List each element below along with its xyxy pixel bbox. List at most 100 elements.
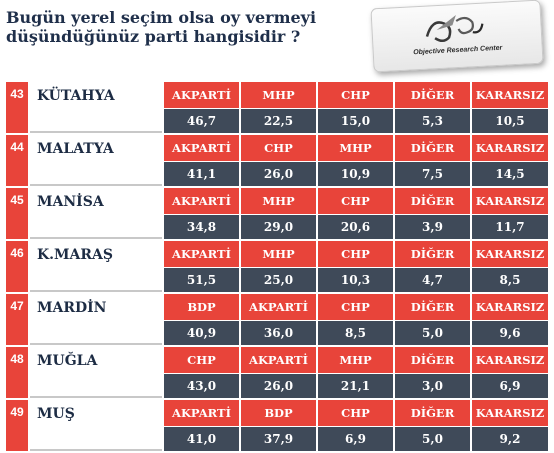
party-value: 26,0 <box>241 374 316 398</box>
party-label: CHP <box>241 135 316 161</box>
party-label-row: CHP AKPARTİ MHP DİĞER KARARSIZ <box>164 347 548 373</box>
party-label-row: AKPARTİ MHP CHP DİĞER KARARSIZ <box>164 82 548 108</box>
party-value: 14,5 <box>472 162 548 186</box>
party-value: 10,9 <box>318 162 393 186</box>
party-value: 3,0 <box>395 374 470 398</box>
party-label: CHP <box>164 347 239 373</box>
party-label: MHP <box>318 135 393 161</box>
party-value: 25,0 <box>241 268 316 292</box>
province-row: 46 K.MARAŞ AKPARTİ MHP CHP DİĞER KARARSIZ 51,5 2… <box>6 241 548 292</box>
party-value: 29,0 <box>241 215 316 239</box>
city-name: KÜTAHYA <box>30 82 162 133</box>
province-row: 47 MARDİN BDP AKPARTİ CHP DİĞER KARARSIZ 40,9 36… <box>6 294 548 345</box>
party-label: DİĞER <box>395 188 470 214</box>
orc-logo-icon <box>425 15 484 43</box>
party-value: 3,9 <box>395 215 470 239</box>
party-cells: BDP AKPARTİ CHP DİĞER KARARSIZ 40,9 36,0 8,5 5,0… <box>164 294 548 345</box>
party-value: 8,5 <box>472 268 548 292</box>
party-value: 43,0 <box>164 374 239 398</box>
city-name: K.MARAŞ <box>30 241 162 292</box>
party-label-row: AKPARTİ CHP MHP DİĞER KARARSIZ <box>164 135 548 161</box>
row-number: 45 <box>6 188 28 239</box>
party-label: AKPARTİ <box>164 400 239 426</box>
party-value: 5,3 <box>395 109 470 133</box>
party-value: 11,7 <box>472 215 548 239</box>
party-cells: CHP AKPARTİ MHP DİĞER KARARSIZ 43,0 26,0 21,1 3,… <box>164 347 548 398</box>
province-row: 43 KÜTAHYA AKPARTİ MHP CHP DİĞER KARARSIZ 46,7 2… <box>6 82 548 133</box>
party-value: 10,5 <box>472 109 548 133</box>
party-label: DİĞER <box>395 82 470 108</box>
party-value-row: 43,0 26,0 21,1 3,0 6,9 <box>164 374 548 398</box>
party-label-row: AKPARTİ MHP CHP DİĞER KARARSIZ <box>164 241 548 267</box>
party-value: 9,6 <box>472 321 548 345</box>
party-value: 9,2 <box>472 427 548 451</box>
party-label: CHP <box>318 400 393 426</box>
party-label-row: AKPARTİ BDP CHP DİĞER KARARSIZ <box>164 400 548 426</box>
row-number: 46 <box>6 241 28 292</box>
party-label: BDP <box>241 400 316 426</box>
row-number: 49 <box>6 400 28 451</box>
party-label: AKPARTİ <box>241 347 316 373</box>
party-label-row: BDP AKPARTİ CHP DİĞER KARARSIZ <box>164 294 548 320</box>
party-value-row: 41,0 37,9 6,9 5,0 9,2 <box>164 427 548 451</box>
province-row: 44 MALATYA AKPARTİ CHP MHP DİĞER KARARSIZ 41,1 2… <box>6 135 548 186</box>
party-value: 6,9 <box>318 427 393 451</box>
party-value: 6,9 <box>472 374 548 398</box>
logo-text: Objective Research Center <box>413 44 503 57</box>
party-value: 5,0 <box>395 427 470 451</box>
row-number: 47 <box>6 294 28 345</box>
party-value: 8,5 <box>318 321 393 345</box>
party-value-row: 40,9 36,0 8,5 5,0 9,6 <box>164 321 548 345</box>
row-number: 43 <box>6 82 28 133</box>
header: Bugün yerel seçim olsa oy vermeyi düşünd… <box>0 0 554 80</box>
party-value-row: 34,8 29,0 20,6 3,9 11,7 <box>164 215 548 239</box>
party-label: KARARSIZ <box>472 241 548 267</box>
party-value: 37,9 <box>241 427 316 451</box>
party-value: 22,5 <box>241 109 316 133</box>
party-label: KARARSIZ <box>472 347 548 373</box>
party-label: MHP <box>241 82 316 108</box>
province-row: 49 MUŞ AKPARTİ BDP CHP DİĞER KARARSIZ 41,0 37,9 6… <box>6 400 548 451</box>
party-label: DİĞER <box>395 241 470 267</box>
party-label: AKPARTİ <box>164 135 239 161</box>
party-value: 10,3 <box>318 268 393 292</box>
party-cells: AKPARTİ MHP CHP DİĞER KARARSIZ 46,7 22,5 15,0 5,… <box>164 82 548 133</box>
party-label: AKPARTİ <box>241 294 316 320</box>
party-label: AKPARTİ <box>164 241 239 267</box>
party-value: 15,0 <box>318 109 393 133</box>
party-label: AKPARTİ <box>164 82 239 108</box>
party-label: KARARSIZ <box>472 188 548 214</box>
logo: Objective Research Center <box>370 0 544 73</box>
party-value-row: 46,7 22,5 15,0 5,3 10,5 <box>164 109 548 133</box>
party-value: 36,0 <box>241 321 316 345</box>
party-cells: AKPARTİ CHP MHP DİĞER KARARSIZ 41,1 26,0 10,9 7,… <box>164 135 548 186</box>
party-value: 46,7 <box>164 109 239 133</box>
party-label-row: AKPARTİ MHP CHP DİĞER KARARSIZ <box>164 188 548 214</box>
province-row: 45 MANİSA AKPARTİ MHP CHP DİĞER KARARSIZ 34,8 29… <box>6 188 548 239</box>
party-label: CHP <box>318 82 393 108</box>
city-name: MARDİN <box>30 294 162 345</box>
party-cells: AKPARTİ MHP CHP DİĞER KARARSIZ 51,5 25,0 10,3 4,… <box>164 241 548 292</box>
party-label: MHP <box>318 347 393 373</box>
row-number: 44 <box>6 135 28 186</box>
party-label: AKPARTİ <box>164 188 239 214</box>
party-value-row: 51,5 25,0 10,3 4,7 8,5 <box>164 268 548 292</box>
party-label: BDP <box>164 294 239 320</box>
party-cells: AKPARTİ MHP CHP DİĞER KARARSIZ 34,8 29,0 20,6 3,… <box>164 188 548 239</box>
party-value: 4,7 <box>395 268 470 292</box>
party-value: 51,5 <box>164 268 239 292</box>
party-cells: AKPARTİ BDP CHP DİĞER KARARSIZ 41,0 37,9 6,9 5,0… <box>164 400 548 451</box>
party-value-row: 41,1 26,0 10,9 7,5 14,5 <box>164 162 548 186</box>
party-label: KARARSIZ <box>472 400 548 426</box>
party-value: 34,8 <box>164 215 239 239</box>
party-label: KARARSIZ <box>472 82 548 108</box>
province-row: 48 MUĞLA CHP AKPARTİ MHP DİĞER KARARSIZ 43,0 26,… <box>6 347 548 398</box>
party-value: 41,1 <box>164 162 239 186</box>
party-label: MHP <box>241 188 316 214</box>
party-label: KARARSIZ <box>472 294 548 320</box>
party-label: DİĞER <box>395 135 470 161</box>
party-value: 7,5 <box>395 162 470 186</box>
party-label: CHP <box>318 188 393 214</box>
city-name: MUĞLA <box>30 347 162 398</box>
party-label: KARARSIZ <box>472 135 548 161</box>
